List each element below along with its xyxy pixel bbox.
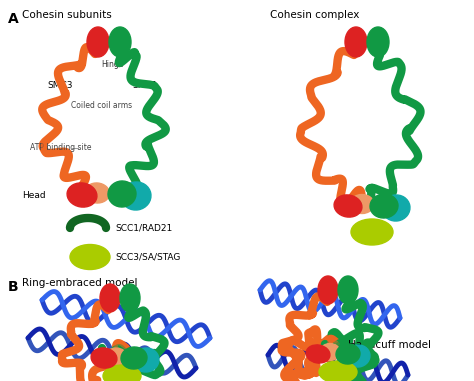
Ellipse shape: [346, 345, 370, 367]
Text: Cohesin complex: Cohesin complex: [270, 10, 359, 20]
Ellipse shape: [338, 276, 358, 304]
Ellipse shape: [103, 365, 141, 381]
Ellipse shape: [105, 348, 127, 366]
Ellipse shape: [91, 348, 117, 368]
Ellipse shape: [351, 219, 393, 245]
Ellipse shape: [121, 182, 151, 210]
Ellipse shape: [100, 284, 120, 312]
Text: Hinge: Hinge: [101, 60, 123, 69]
Ellipse shape: [84, 183, 109, 203]
Text: Head: Head: [22, 192, 46, 200]
Ellipse shape: [320, 344, 340, 360]
Ellipse shape: [121, 347, 147, 369]
Ellipse shape: [70, 245, 110, 269]
Ellipse shape: [306, 345, 330, 363]
Text: SMC1: SMC1: [132, 80, 158, 90]
Ellipse shape: [334, 195, 362, 217]
Ellipse shape: [318, 276, 338, 304]
Ellipse shape: [108, 181, 136, 207]
Text: SCC3/SA/STAG: SCC3/SA/STAG: [115, 253, 181, 261]
Ellipse shape: [370, 194, 398, 218]
Text: Cohesin subunits: Cohesin subunits: [22, 10, 112, 20]
Ellipse shape: [336, 344, 360, 364]
Ellipse shape: [109, 27, 131, 57]
Text: Ring-embraced model: Ring-embraced model: [22, 278, 137, 288]
Text: Handcuff model: Handcuff model: [348, 340, 431, 350]
Text: A: A: [8, 12, 19, 26]
Ellipse shape: [350, 194, 374, 213]
Ellipse shape: [120, 284, 140, 312]
Text: SMC3: SMC3: [47, 80, 73, 90]
Ellipse shape: [382, 195, 410, 221]
Ellipse shape: [367, 27, 389, 57]
Text: SCC1/RAD21: SCC1/RAD21: [115, 224, 172, 232]
Text: B: B: [8, 280, 18, 294]
Ellipse shape: [133, 348, 159, 372]
Text: Coiled coil arms: Coiled coil arms: [72, 101, 133, 109]
Ellipse shape: [87, 27, 109, 57]
Ellipse shape: [67, 183, 97, 207]
Ellipse shape: [345, 27, 367, 57]
Ellipse shape: [319, 361, 357, 381]
Text: ATP binding site: ATP binding site: [30, 144, 91, 152]
